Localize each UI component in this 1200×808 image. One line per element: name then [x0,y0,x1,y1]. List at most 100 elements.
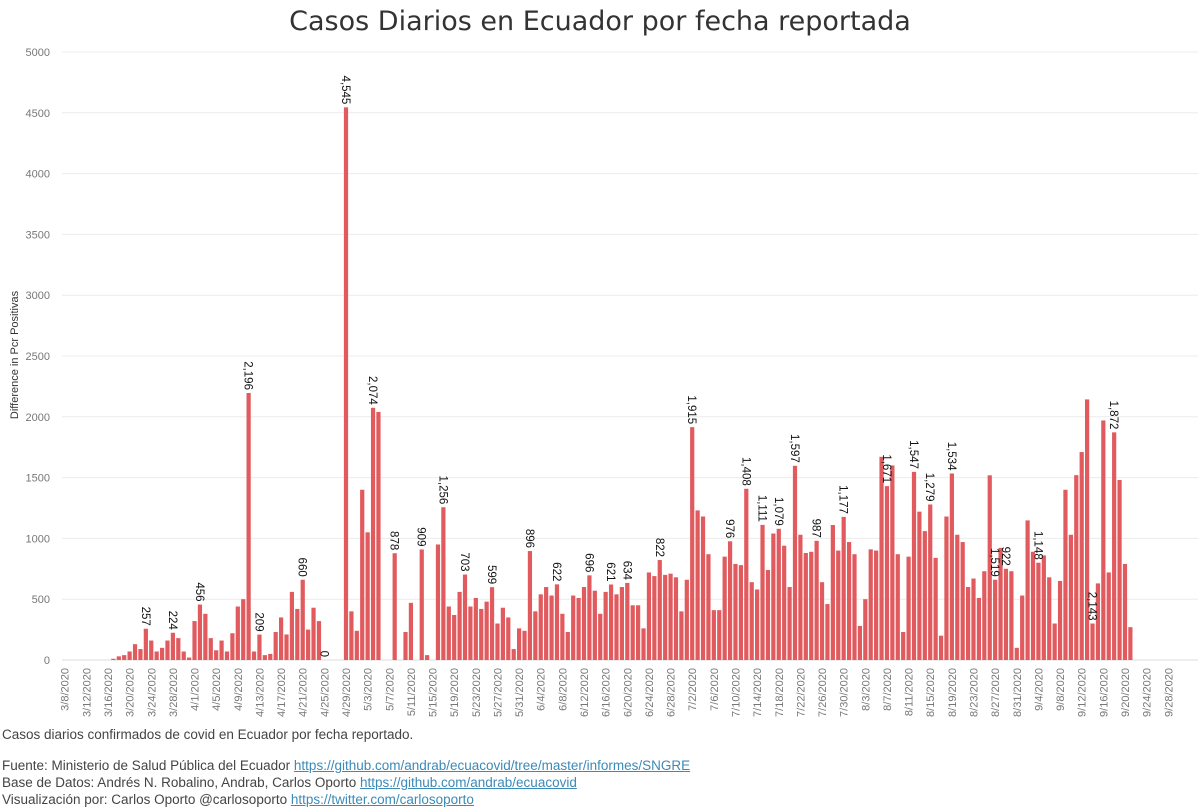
x-tick-label: 9/4/2020 [1033,668,1045,711]
bar [755,589,760,660]
bar [933,557,938,660]
bar [614,594,619,660]
bar [571,595,576,660]
data-label: 878 [388,531,400,550]
bar [446,606,451,660]
bar [879,456,884,660]
bar [262,655,267,660]
bar [1101,420,1106,660]
x-tick-label: 4/13/2020 [254,668,266,717]
data-label: 1,519 [988,548,1000,577]
bar [533,611,538,660]
bar [895,554,900,660]
chart-description: Casos diarios confirmados de covid en Ec… [2,727,414,742]
bar [544,587,549,660]
x-tick-label: 3/28/2020 [168,668,180,717]
y-tick-label: 4500 [26,108,50,120]
bar [159,647,165,660]
data-label: 2,143 [1086,592,1098,621]
bar [343,107,349,660]
bar [1009,571,1014,660]
bar [884,486,890,660]
bars [111,107,1133,660]
y-tick-label: 0 [44,655,50,667]
bar [863,599,868,660]
bar [495,623,500,660]
bar [803,552,808,660]
database-link[interactable]: https://github.com/andrab/ecuacovid [359,775,577,790]
x-tick-label: 7/22/2020 [795,668,807,717]
bar [192,621,197,660]
y-tick-label: 3500 [26,229,50,241]
data-label: 1,256 [436,475,448,504]
x-tick-label: 5/23/2020 [471,668,483,717]
bar [273,632,278,660]
bar [603,591,608,660]
bar [1112,432,1117,660]
bar [771,533,776,660]
x-tick-label: 8/11/2020 [904,668,916,716]
bar [841,516,846,660]
data-label: 909 [415,527,427,546]
bar [744,488,749,660]
bar [982,571,987,660]
x-tick-label: 7/6/2020 [709,668,721,711]
x-axis-ticks: 3/8/2020 3/12/2020 3/16/2020 3/20/2020 3/24/… [60,668,1176,717]
source-link[interactable]: https://github.com/andrab/ecuacovid/tree… [293,758,691,773]
data-label: 0 [317,651,329,657]
x-tick-label: 7/2/2020 [687,668,699,711]
bar [987,475,992,660]
bar [917,511,922,660]
bar [901,632,906,660]
visualization-link[interactable]: https://twitter.com/carlosoporto [290,792,474,807]
bar [251,651,257,660]
y-tick-label: 1000 [26,533,50,545]
bar [1090,623,1095,660]
bar [944,516,949,660]
bar [733,563,738,660]
bar [787,587,792,660]
bar [311,607,316,660]
data-label: 224 [166,611,178,631]
bar [625,582,630,660]
bar [1020,595,1025,660]
bar [473,597,478,660]
bar [646,572,652,660]
bar [219,640,224,660]
bar [690,427,695,660]
x-tick-label: 9/28/2020 [1163,668,1175,717]
bar [241,599,246,660]
data-label: 696 [582,553,594,572]
bar [1030,551,1036,660]
x-tick-label: 6/20/2020 [622,668,634,717]
bar [1041,555,1046,660]
bar [1106,572,1111,660]
bar [749,582,754,660]
bar [938,635,944,660]
bar [960,542,965,660]
data-label: 1,872 [1107,401,1119,430]
bar [517,628,522,660]
bar [1079,452,1084,660]
y-axis-label: Difference in Pcr Positivas [9,290,21,419]
bar [830,525,835,660]
x-tick-label: 8/15/2020 [925,668,937,717]
bar [1014,647,1019,660]
data-label: 922 [999,547,1011,566]
bar [376,411,381,660]
bar [576,597,581,660]
x-tick-label: 6/8/2020 [557,668,569,711]
bar [776,528,781,660]
x-tick-label: 5/11/2020 [406,668,418,716]
data-label: 896 [523,529,535,548]
bar [197,604,203,660]
x-tick-label: 4/17/2020 [276,668,288,717]
x-tick-label: 4/21/2020 [298,668,310,717]
x-tick-label: 4/9/2020 [233,668,245,711]
bar [392,553,397,660]
bar [738,565,743,660]
bar [284,634,289,660]
bar [668,573,673,660]
bar [598,613,603,660]
bar [760,524,765,660]
